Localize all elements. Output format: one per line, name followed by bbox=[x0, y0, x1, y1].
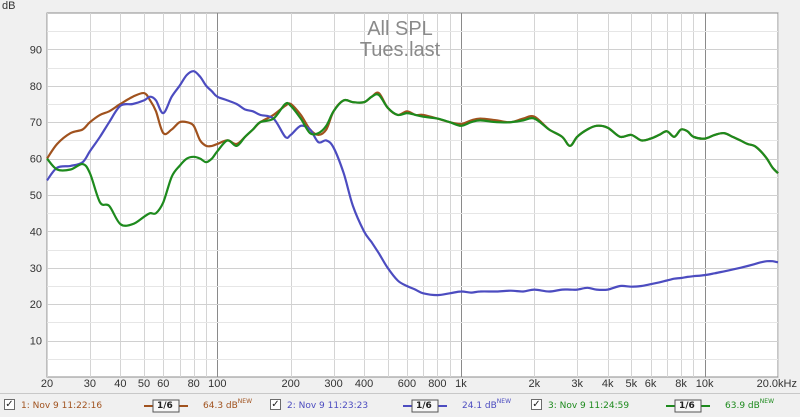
series-lines bbox=[46, 70, 779, 297]
grid-lines bbox=[47, 13, 779, 377]
x-tick-label: 1k bbox=[455, 378, 467, 390]
y-tick-label: 30 bbox=[30, 263, 42, 275]
x-tick-label: 40 bbox=[114, 378, 126, 390]
x-tick-labels: 20 30 40 50 60 80 100 200 300 400 600 800 1k 2k 3k 4k 5k… bbox=[41, 378, 797, 390]
smoothing-icon-3[interactable] bbox=[666, 399, 710, 413]
new-badge-1: NEW bbox=[237, 398, 253, 405]
y-tick-label: 20 bbox=[30, 299, 42, 311]
chart-subtitle: Tues.last bbox=[360, 39, 441, 61]
legend-checkbox-3[interactable]: ✓ bbox=[531, 399, 542, 410]
checkmark-icon: ✓ bbox=[271, 399, 280, 410]
x-tick-label: 800 bbox=[428, 378, 446, 390]
legend-label-2: 2: Nov 9 11:23:23 bbox=[287, 401, 369, 411]
x-tick-label: 10k bbox=[696, 378, 714, 390]
y-tick-label: 80 bbox=[30, 81, 42, 93]
x-tick-label: 50 bbox=[138, 378, 150, 390]
x-tick-label: 60 bbox=[157, 378, 169, 390]
legend-label-1: 1: Nov 9 11:22:16 bbox=[21, 401, 103, 411]
y-tick-label: 90 bbox=[30, 44, 42, 56]
smoothing-label-1: 1/6 bbox=[157, 401, 173, 411]
legend-item-3[interactable]: ✓ 3: Nov 9 11:24:59 1/6 63.9 dBNEW bbox=[531, 397, 797, 415]
y-tick-labels: 10 20 30 40 50 60 70 80 90 bbox=[30, 44, 42, 347]
x-tick-label: 400 bbox=[355, 378, 373, 390]
x-tick-label: 6k bbox=[645, 378, 657, 390]
legend-bar: ✓ 1: Nov 9 11:22:16 1/6 64.3 dBNEW ✓ 2: … bbox=[0, 393, 800, 417]
new-badge-3: NEW bbox=[759, 398, 775, 405]
series-line-3 bbox=[46, 93, 779, 227]
legend-item-2[interactable]: ✓ 2: Nov 9 11:23:23 1/6 24.1 dBNEW bbox=[270, 397, 535, 415]
chart-title: All SPL bbox=[367, 18, 433, 40]
smoothing-icon-1[interactable] bbox=[144, 399, 188, 413]
x-tick-label: 3k bbox=[571, 378, 583, 390]
x-tick-label: 8k bbox=[675, 378, 687, 390]
y-tick-label: 70 bbox=[30, 117, 42, 129]
x-tick-label: 5k bbox=[625, 378, 637, 390]
x-tick-label: 30 bbox=[84, 378, 96, 390]
x-tick-label: 80 bbox=[188, 378, 200, 390]
legend-level-2: 24.1 dBNEW bbox=[462, 398, 512, 411]
x-tick-label: 300 bbox=[324, 378, 342, 390]
smoothing-label-2: 1/6 bbox=[416, 401, 432, 411]
y-axis-label: dB bbox=[2, 0, 15, 12]
y-tick-label: 10 bbox=[30, 336, 42, 348]
y-tick-label: 50 bbox=[30, 190, 42, 202]
legend-level-1: 64.3 dBNEW bbox=[203, 398, 253, 411]
x-tick-label: 200 bbox=[281, 378, 299, 390]
x-tick-label: 20 bbox=[41, 378, 53, 390]
checkmark-icon: ✓ bbox=[532, 399, 541, 410]
spl-chart: 10 20 30 40 50 60 70 80 90 20 30 40 50 60 80 100 200 300… bbox=[2, 0, 797, 390]
x-tick-label: 600 bbox=[398, 378, 416, 390]
x-tick-label: 20.0kHz bbox=[757, 378, 797, 390]
y-tick-label: 60 bbox=[30, 154, 42, 166]
x-tick-label: 2k bbox=[529, 378, 541, 390]
legend-checkbox-2[interactable]: ✓ bbox=[270, 399, 281, 410]
legend-level-3: 63.9 dBNEW bbox=[725, 398, 775, 411]
smoothing-icon-2[interactable] bbox=[403, 399, 447, 413]
new-badge-2: NEW bbox=[496, 398, 512, 405]
legend-item-1[interactable]: ✓ 1: Nov 9 11:22:16 1/6 64.3 dBNEW bbox=[4, 397, 264, 415]
legend-label-3: 3: Nov 9 11:24:59 bbox=[548, 401, 630, 411]
series-line-2 bbox=[46, 70, 779, 297]
legend-checkbox-1[interactable]: ✓ bbox=[4, 399, 15, 410]
checkmark-icon: ✓ bbox=[5, 399, 14, 410]
smoothing-label-3: 1/6 bbox=[679, 401, 695, 411]
y-tick-label: 40 bbox=[30, 226, 42, 238]
x-tick-label: 100 bbox=[208, 378, 226, 390]
x-tick-label: 4k bbox=[602, 378, 614, 390]
